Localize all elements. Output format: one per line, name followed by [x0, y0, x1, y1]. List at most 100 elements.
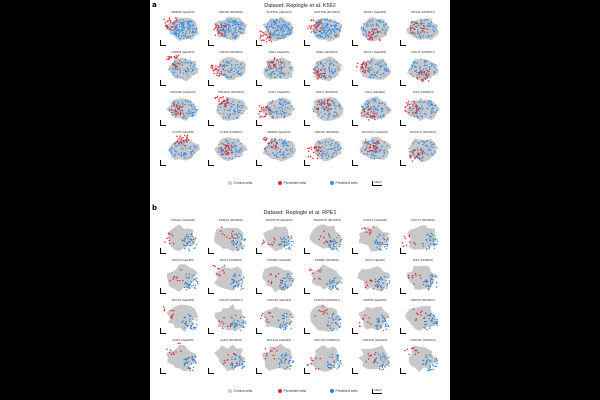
- predicted-cell: [270, 34, 273, 36]
- predicted-cell: [335, 316, 338, 319]
- predicted-cell: [422, 363, 424, 365]
- predicted-cell: [183, 358, 185, 361]
- perturbed-cell: [273, 58, 276, 60]
- predicted-cell: [417, 29, 419, 31]
- predicted-cell: [282, 317, 284, 319]
- perturbed-cell: [375, 150, 377, 152]
- umap-subplot: [163, 17, 200, 42]
- perturbed-cell: [164, 241, 166, 243]
- perturbed-cell: [416, 107, 418, 109]
- predicted-cell: [338, 319, 340, 321]
- predicted-cell: [419, 151, 421, 154]
- predicted-cell: [192, 103, 195, 105]
- predicted-cell: [232, 100, 234, 103]
- predicted-cell: [337, 363, 339, 365]
- predicted-cell: [371, 68, 374, 71]
- predicted-cell: [422, 36, 424, 38]
- predicted-cell: [231, 20, 234, 22]
- perturbed-cell: [416, 78, 419, 80]
- predicted-cell: [182, 143, 184, 145]
- control-cells-region: [214, 344, 245, 372]
- perturbed-cell: [273, 347, 275, 350]
- predicted-cell: [384, 30, 387, 32]
- perturbed-cell: [411, 21, 413, 23]
- subplot-title: HSPA9 (MORPH): [219, 50, 243, 54]
- perturbed-cell: [367, 111, 369, 114]
- predicted-cell: [370, 106, 372, 108]
- umap-axis-icon: [400, 80, 406, 86]
- predicted-cell: [379, 244, 381, 246]
- predicted-cell: [377, 353, 380, 355]
- predicted-cell: [274, 110, 276, 113]
- perturbed-cell: [310, 146, 312, 149]
- perturbed-cell: [169, 349, 172, 352]
- predicted-cell: [330, 283, 332, 285]
- predicted-cell: [410, 72, 413, 75]
- predicted-cell: [285, 248, 288, 250]
- predicted-cell: [386, 107, 388, 109]
- perturbed-cell: [363, 227, 366, 229]
- perturbed-cell: [420, 71, 423, 73]
- umap-subplot: [306, 345, 343, 372]
- predicted-cell: [372, 98, 374, 101]
- predicted-cell: [237, 320, 240, 323]
- predicted-cell: [234, 314, 237, 317]
- predicted-cell: [243, 358, 245, 360]
- predicted-cell: [316, 103, 319, 106]
- predicted-cell: [188, 315, 191, 317]
- perturbed-cell: [220, 26, 222, 29]
- predicted-cell: [388, 67, 390, 69]
- predicted-cell: [330, 149, 332, 151]
- predicted-cell: [372, 108, 375, 110]
- predicted-cell: [280, 99, 282, 102]
- perturbed-cell: [373, 353, 376, 356]
- predicted-cell: [378, 69, 381, 71]
- predicted-cell: [376, 318, 378, 320]
- predicted-cell: [382, 237, 385, 239]
- perturbed-cell: [224, 103, 226, 106]
- predicted-cell: [232, 368, 235, 370]
- predicted-cell: [415, 115, 418, 117]
- predicted-cell: [329, 363, 332, 366]
- predicted-cell: [185, 153, 187, 155]
- predicted-cell: [382, 356, 384, 358]
- predicted-cell: [429, 274, 431, 277]
- perturbed-cell: [319, 270, 321, 273]
- control-cells-region: [262, 266, 295, 293]
- perturbed-cell: [169, 27, 171, 30]
- predicted-cell: [381, 107, 384, 109]
- predicted-cell: [288, 27, 290, 30]
- perturbed-cell: [166, 58, 168, 60]
- predicted-cell: [194, 108, 196, 110]
- predicted-cell: [332, 64, 335, 67]
- predicted-cell: [428, 285, 430, 288]
- control-cells-region: [408, 345, 437, 372]
- perturbed-cell: [172, 21, 175, 23]
- perturbed-cell: [310, 31, 313, 33]
- predicted-cell: [275, 111, 278, 113]
- predicted-cell: [432, 278, 434, 281]
- predicted-cell: [416, 71, 418, 74]
- perturbed-cell: [377, 140, 380, 142]
- predicted-cell: [189, 59, 191, 62]
- predicted-cell: [284, 328, 287, 331]
- perturbed-cell: [418, 158, 421, 160]
- predicted-cell: [426, 240, 428, 242]
- predicted-cell: [376, 247, 379, 249]
- predicted-cell: [376, 112, 378, 114]
- predicted-cell: [387, 109, 389, 111]
- predicted-cell: [324, 32, 327, 35]
- predicted-cell: [286, 366, 288, 368]
- perturbed-cell: [176, 135, 178, 137]
- predicted-cell: [235, 32, 238, 34]
- perturbed-cell: [171, 63, 174, 66]
- predicted-cell: [328, 27, 330, 29]
- predicted-cell: [372, 25, 375, 27]
- perturbed-cell: [222, 148, 224, 151]
- predicted-cell: [229, 76, 231, 79]
- predicted-cell: [318, 103, 321, 106]
- predicted-cell: [233, 144, 236, 146]
- predicted-cell: [378, 105, 380, 107]
- predicted-cell: [386, 322, 388, 325]
- predicted-cell: [241, 235, 243, 238]
